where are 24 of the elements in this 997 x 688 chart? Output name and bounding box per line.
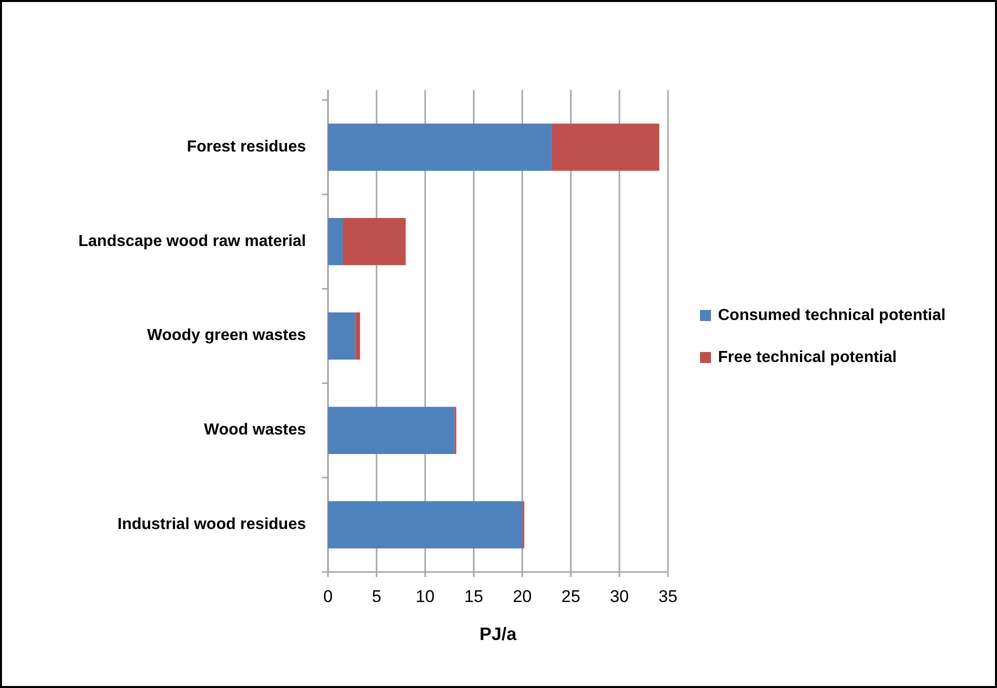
legend-label: Free technical potential xyxy=(718,349,897,366)
x-tick-label: 25 xyxy=(561,587,580,606)
x-axis-title: PJ/a xyxy=(479,624,518,644)
bar xyxy=(328,501,522,548)
bar xyxy=(355,312,360,360)
y-tick-label: Industrial wood residues xyxy=(118,516,306,534)
bar xyxy=(328,218,343,266)
x-tick-label: 15 xyxy=(464,587,484,606)
x-tick-label: 35 xyxy=(658,587,678,606)
x-tick-label: 20 xyxy=(512,587,532,606)
bar xyxy=(328,124,552,171)
legend-label: Consumed technical potential xyxy=(718,307,946,324)
y-tick-label: Landscape wood raw material xyxy=(78,232,306,250)
y-tick-label: Forest residues xyxy=(186,138,306,156)
bar xyxy=(328,406,454,454)
x-tick-label: 10 xyxy=(416,587,435,606)
y-tick-label: Wood wastes xyxy=(204,422,306,439)
y-tick-label: Woody green wastes xyxy=(147,327,306,344)
bar xyxy=(328,312,356,360)
x-tick-label: 30 xyxy=(610,587,629,606)
bar xyxy=(342,218,406,266)
bar xyxy=(551,124,660,171)
x-tick-label: 0 xyxy=(323,587,333,606)
x-tick-label: 5 xyxy=(372,587,382,606)
